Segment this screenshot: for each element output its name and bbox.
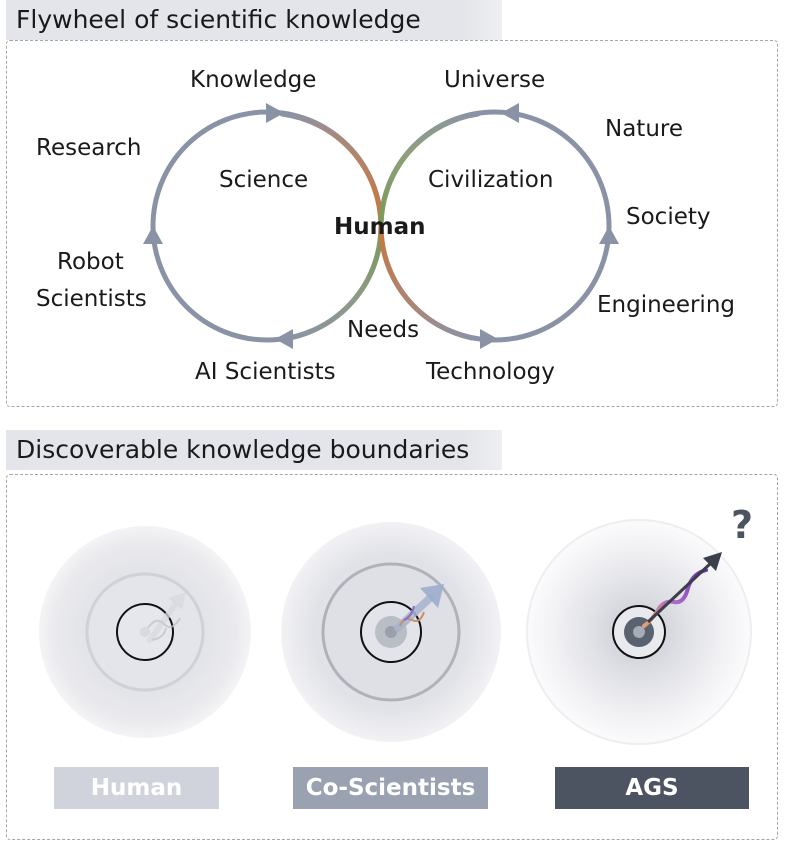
unknown-question-mark: ? xyxy=(731,503,753,547)
label-engineering: Engineering xyxy=(597,292,735,318)
label-civilization: Civilization xyxy=(428,167,553,193)
boundaries-section-title: Discoverable knowledge boundaries xyxy=(6,430,502,470)
label-robot: Robot xyxy=(57,249,124,275)
flywheel-section-title: Flywheel of scientific knowledge xyxy=(6,0,502,40)
arrow-research-icon xyxy=(143,226,163,244)
exploration-arrow-icon xyxy=(642,552,722,628)
arrow-technology-icon xyxy=(480,329,498,349)
label-scientists: Scientists xyxy=(36,286,147,312)
label-needs: Needs xyxy=(347,317,419,343)
arrow-knowledge-icon xyxy=(266,103,284,123)
label-human-center: Human xyxy=(334,214,425,240)
label-research: Research xyxy=(36,135,142,161)
label-society: Society xyxy=(626,204,711,230)
exploration-arrow-icon xyxy=(394,584,444,632)
badge-human: Human xyxy=(54,767,219,809)
flywheel-panel xyxy=(6,40,778,407)
badge-co-scientists: Co-Scientists xyxy=(293,767,488,809)
arrow-ai-scientists-icon xyxy=(275,329,293,349)
label-nature: Nature xyxy=(605,116,683,142)
boundary-co-scientists xyxy=(281,522,501,742)
label-technology: Technology xyxy=(425,359,555,385)
arrow-universe-icon xyxy=(501,103,519,123)
boundary-human xyxy=(39,526,251,738)
badge-ags: AGS xyxy=(555,767,749,809)
label-universe: Universe xyxy=(444,67,545,93)
boundary-ags xyxy=(526,519,752,745)
label-science: Science xyxy=(219,167,308,193)
label-knowledge: Knowledge xyxy=(190,67,316,93)
exploration-arrow-icon xyxy=(147,592,186,643)
arrow-society-icon xyxy=(599,226,619,244)
label-ai-scientists: AI Scientists xyxy=(195,359,336,385)
boundaries-panel xyxy=(6,474,778,840)
